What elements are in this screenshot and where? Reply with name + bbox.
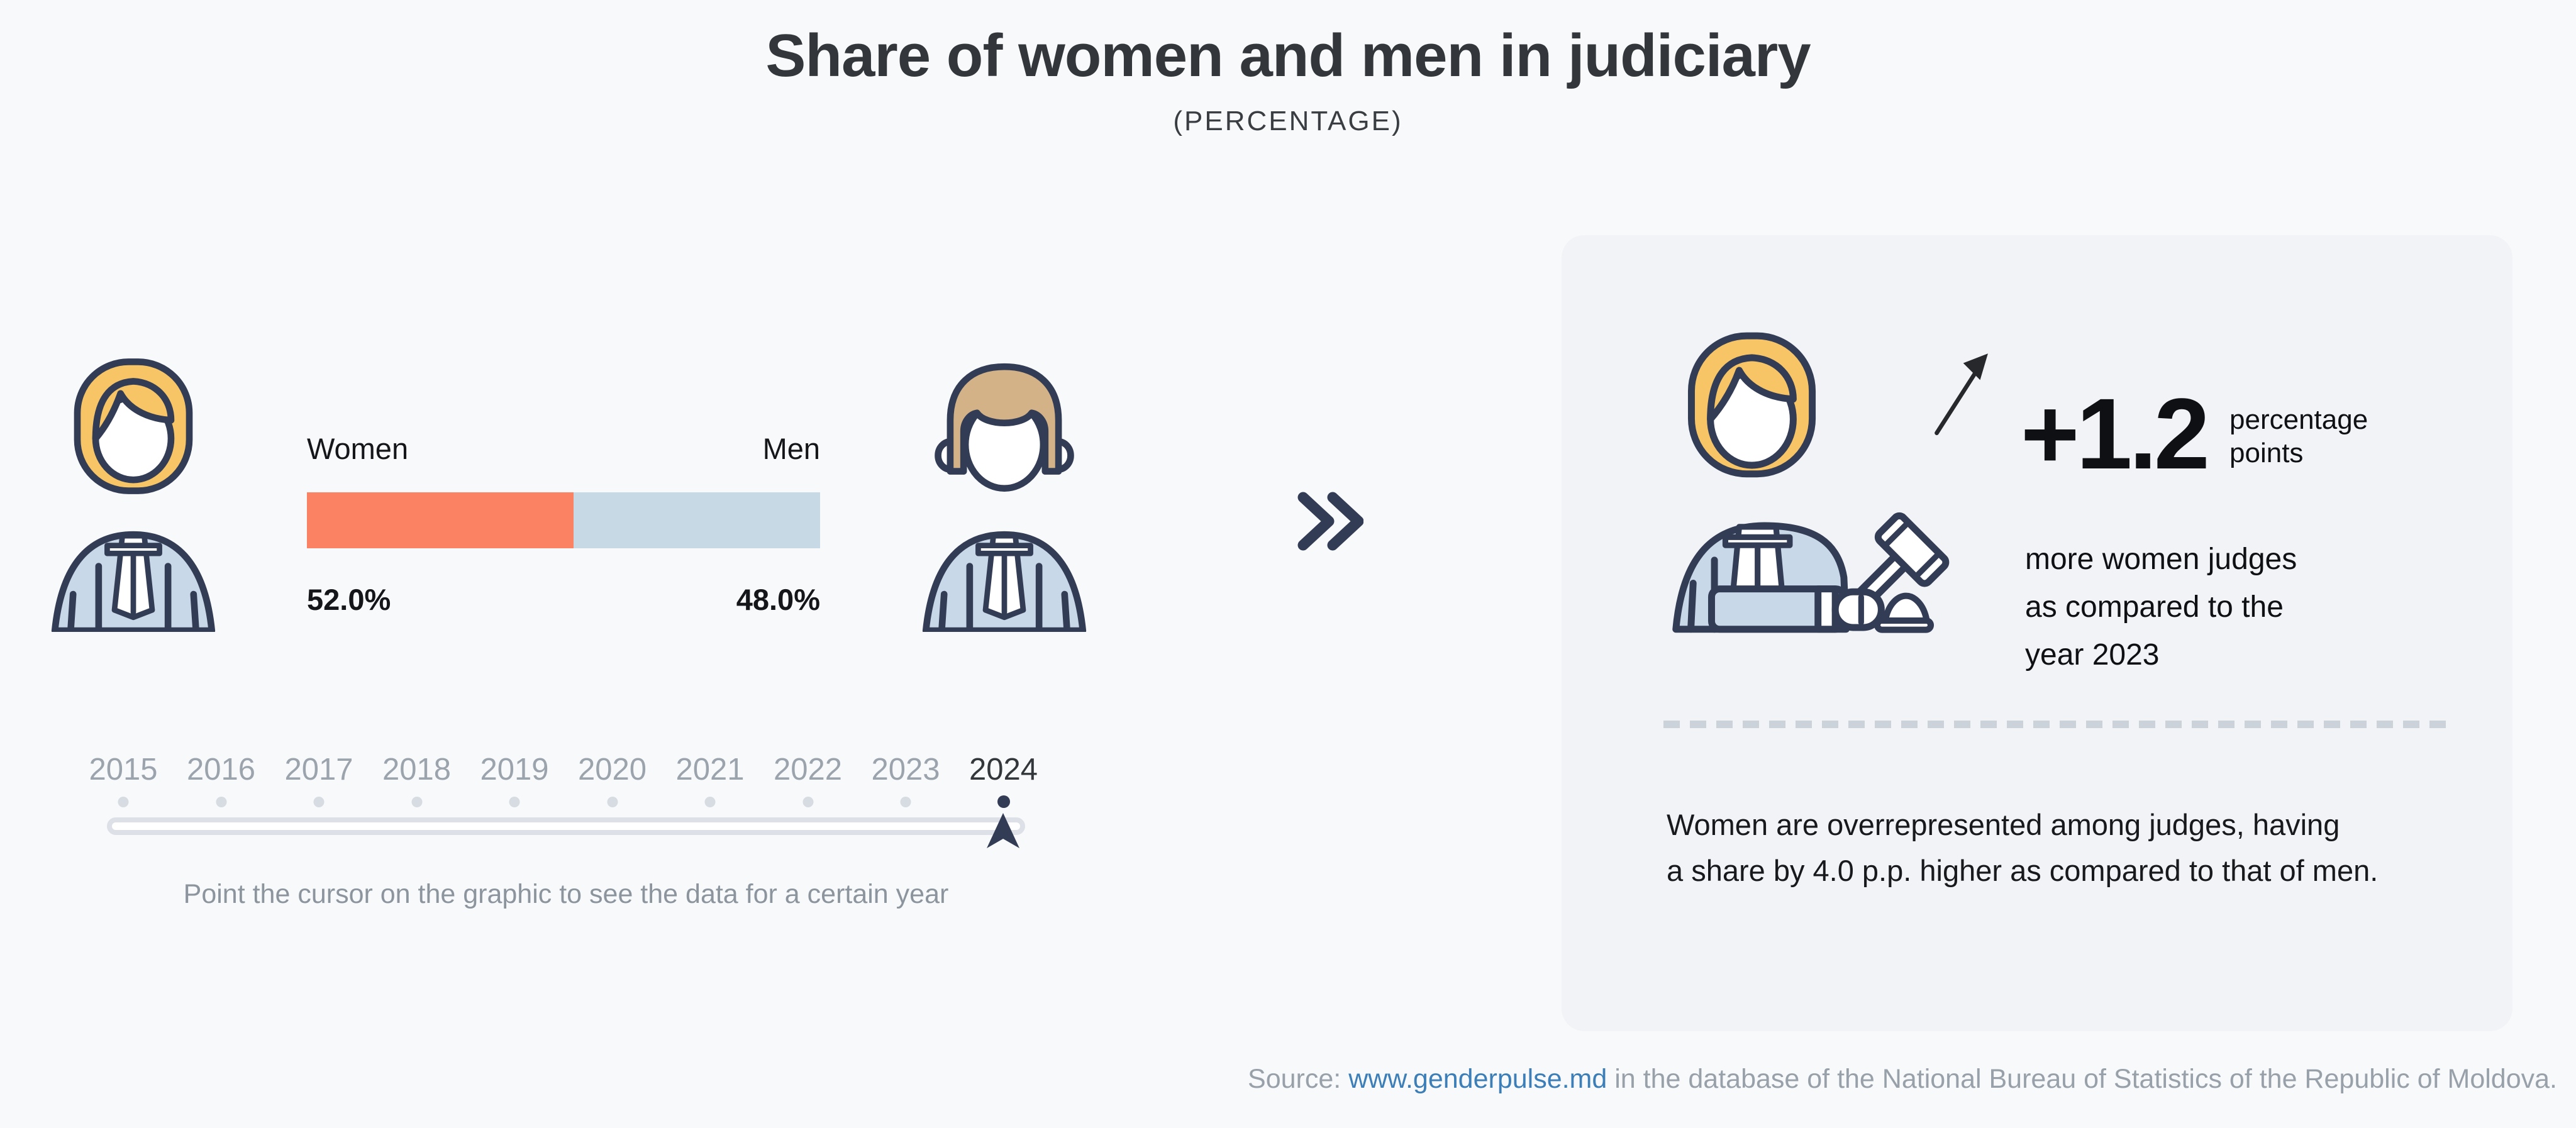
timeline-year-2016[interactable]: 2016 bbox=[186, 753, 256, 787]
woman-judge-gavel-icon bbox=[1672, 332, 1950, 633]
timeline-dot-2019[interactable] bbox=[509, 797, 520, 807]
timeline-dot-2021[interactable] bbox=[704, 797, 716, 807]
timeline-year-2015[interactable]: 2015 bbox=[89, 753, 158, 787]
page-subtitle: (PERCENTAGE) bbox=[1173, 106, 1403, 136]
gender-share-bar-chart: Women Men 52.0% 48.0% bbox=[307, 431, 820, 616]
source-prefix: Source: bbox=[1248, 1064, 1349, 1094]
men-label: Men bbox=[762, 432, 820, 465]
panel-note: Women are overrepresented among judges, … bbox=[1667, 808, 2379, 887]
timeline-dot-2016[interactable] bbox=[216, 797, 226, 807]
delta-unit: percentage points bbox=[2229, 404, 2368, 468]
women-label: Women bbox=[307, 432, 409, 465]
woman-judge-icon bbox=[51, 358, 216, 632]
timeline-year-2019[interactable]: 2019 bbox=[480, 753, 549, 787]
timeline-year-2023[interactable]: 2023 bbox=[871, 753, 940, 787]
man-judge-icon bbox=[922, 363, 1087, 632]
timeline-year-2022[interactable]: 2022 bbox=[773, 753, 843, 787]
timeline-dot-2020[interactable] bbox=[607, 797, 618, 807]
timeline-dot-2018[interactable] bbox=[411, 797, 422, 807]
delta-value: +1.2 bbox=[2021, 377, 2210, 490]
growth-arrow-icon bbox=[1935, 353, 1988, 436]
timeline-cursor-icon[interactable] bbox=[987, 813, 1019, 848]
dashed-divider bbox=[1663, 721, 2453, 728]
highlight-panel: +1.2 percentage points more women judges… bbox=[1562, 235, 2512, 1031]
delta-description: more women judges as compared to the yea… bbox=[2025, 543, 2297, 672]
timeline-dot-2022[interactable] bbox=[802, 797, 813, 807]
timeline-dot-2023[interactable] bbox=[900, 797, 911, 807]
timeline-hint: Point the cursor on the graphic to see t… bbox=[183, 879, 949, 909]
share-bar[interactable] bbox=[307, 492, 820, 548]
source-suffix: in the database of the National Bureau o… bbox=[1607, 1064, 2557, 1094]
source-link[interactable]: www.genderpulse.md bbox=[1348, 1064, 1607, 1094]
bar-segment-men[interactable] bbox=[574, 492, 820, 548]
timeline-year-2020[interactable]: 2020 bbox=[577, 753, 647, 787]
timeline-dot-2024[interactable] bbox=[997, 795, 1010, 808]
women-value: 52.0% bbox=[307, 583, 391, 616]
source-line: Source: www.genderpulse.md in the databa… bbox=[1248, 1064, 2557, 1095]
timeline-slider-track[interactable] bbox=[107, 817, 1025, 835]
bar-segment-women[interactable] bbox=[307, 492, 574, 548]
timeline-dot-2015[interactable] bbox=[118, 797, 129, 807]
timeline-year-2018[interactable]: 2018 bbox=[382, 753, 452, 787]
men-value: 48.0% bbox=[736, 583, 820, 616]
timeline-dot-2017[interactable] bbox=[313, 797, 325, 807]
double-chevron-right-icon bbox=[1297, 492, 1363, 551]
timeline-year-2021[interactable]: 2021 bbox=[675, 753, 745, 787]
timeline-year-2017[interactable]: 2017 bbox=[284, 753, 353, 787]
timeline-year-2024[interactable]: 2024 bbox=[969, 753, 1038, 787]
page-title: Share of women and men in judiciary bbox=[765, 22, 1811, 89]
